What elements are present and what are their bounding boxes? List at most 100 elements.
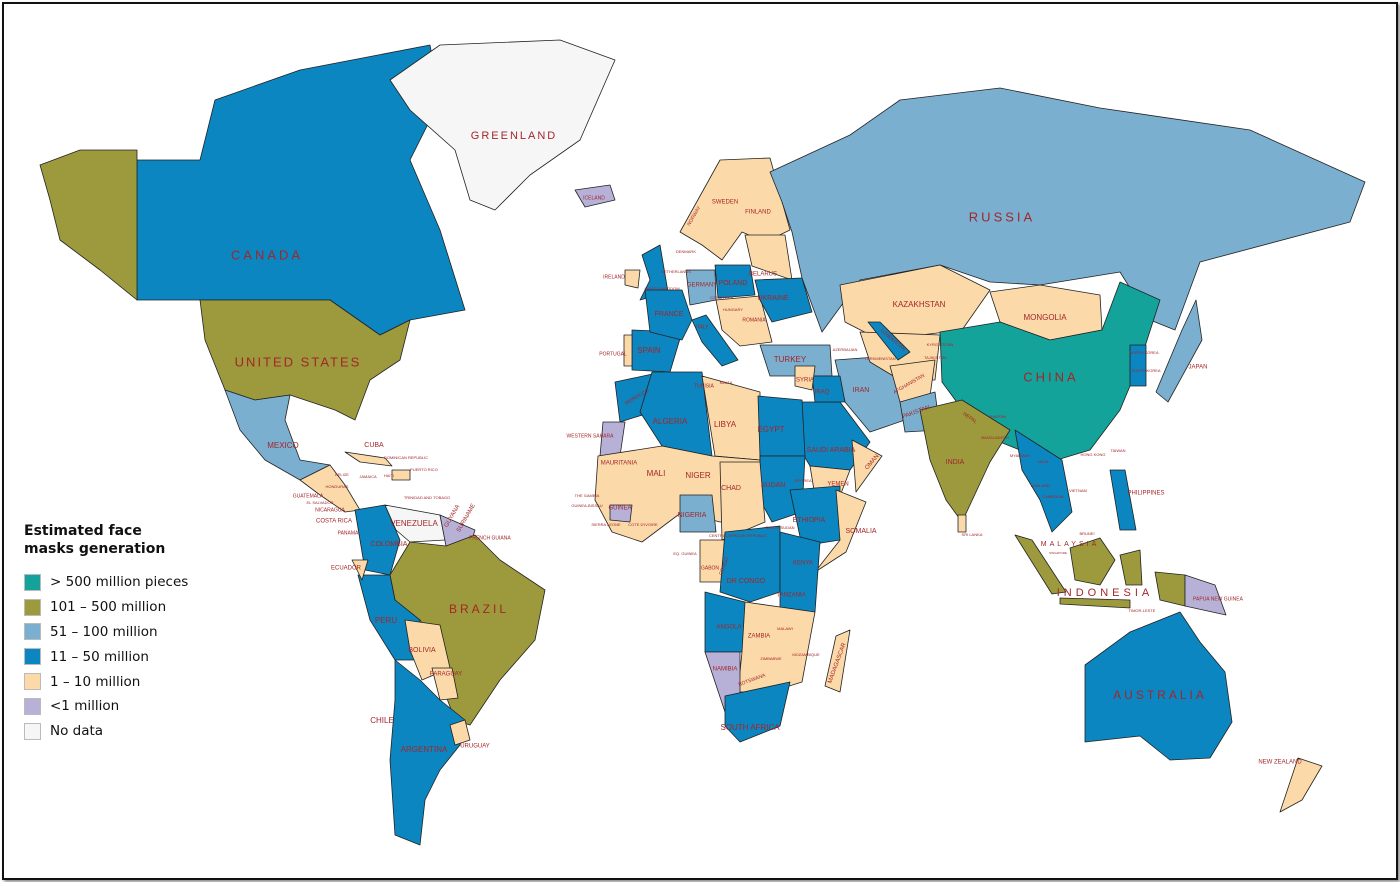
country-label: KAZAKHSTAN xyxy=(893,300,946,309)
country-label: ITALY xyxy=(695,324,709,330)
country-label: PERU xyxy=(375,616,397,625)
country-label: TRINIDAD AND TOBAGO xyxy=(404,495,450,500)
region-west-africa xyxy=(594,445,761,543)
country-label: MONGOLIA xyxy=(1023,313,1067,322)
region-new-zealand xyxy=(1279,757,1323,813)
country-label: POLAND xyxy=(719,280,748,287)
region-papua-new-guinea xyxy=(1184,574,1227,616)
legend-swatch xyxy=(24,623,41,641)
country-label: PAPUA NEW GUINEA xyxy=(1193,596,1244,602)
legend-item: 1 – 10 million xyxy=(24,669,194,694)
region-chile-argentina xyxy=(389,659,466,846)
region-java xyxy=(1059,597,1131,609)
country-label: SINGAPORE xyxy=(1049,551,1067,555)
country-label: NETHERLANDS xyxy=(661,269,691,274)
country-label: SYRIA xyxy=(796,378,814,384)
country-label: IRAN xyxy=(853,387,870,394)
country-label: CAMBODIA xyxy=(1042,494,1064,499)
legend-item: <1 million xyxy=(24,694,194,719)
country-label: EL SALVADOR xyxy=(306,500,333,505)
legend-item: 11 – 50 million xyxy=(24,644,194,669)
country-label: MEXICO xyxy=(267,441,299,450)
legend-item: 101 – 500 million xyxy=(24,595,194,620)
country-label: THE GAMBIA xyxy=(575,493,600,498)
country-label: RUSSIA xyxy=(969,209,1035,224)
country-label: BELIZE xyxy=(335,472,349,477)
country-label: DOMINICAN REPUBLIC xyxy=(384,455,428,460)
country-label: CANADA xyxy=(231,247,303,262)
country-label: TANZANIA xyxy=(776,593,805,599)
region-venezuela xyxy=(384,504,446,543)
region-ukraine xyxy=(754,277,813,323)
region-france xyxy=(644,289,693,341)
country-label: CHINA xyxy=(1023,369,1078,384)
country-label: ANGOLA xyxy=(716,625,741,631)
country-label: CUBA xyxy=(364,442,384,449)
country-label: BELARUS xyxy=(749,272,777,278)
country-label: COSTA RICA xyxy=(316,519,352,525)
country-label: SOUTH KOREA xyxy=(1131,368,1160,373)
legend-item: > 500 million pieces xyxy=(24,570,194,595)
country-label: MALTA xyxy=(720,380,733,385)
country-label: IRELAND xyxy=(603,274,625,280)
country-label: ETHIOPIA xyxy=(793,517,826,524)
country-label: URUGUAY xyxy=(460,744,490,750)
country-label: ZIMBABWE xyxy=(760,656,782,661)
country-label: EGYPT xyxy=(757,425,784,434)
country-label: SWEDEN xyxy=(712,200,738,206)
country-label: CHILE xyxy=(370,716,394,725)
country-label: FINLAND xyxy=(745,210,771,216)
country-label: MOZAMBIQUE xyxy=(792,652,820,657)
country-label: PHILIPPINES xyxy=(1127,491,1164,497)
region-angola xyxy=(704,591,746,653)
legend-item: No data xyxy=(24,719,194,744)
country-label: GERMANY xyxy=(687,283,717,289)
country-label: GREENLAND xyxy=(471,130,557,142)
country-label: DENMARK xyxy=(676,249,696,254)
legend-label: > 500 million pieces xyxy=(50,574,189,591)
region-korea xyxy=(1129,344,1147,387)
country-label: TURKEY xyxy=(774,355,807,364)
region-uzbekistan xyxy=(867,321,911,361)
country-label: COLOMBIA xyxy=(371,541,408,548)
country-label: LAOS xyxy=(1038,459,1049,464)
country-label: PUERTO RICO xyxy=(410,467,438,472)
region-paraguay xyxy=(431,667,459,701)
country-label: GUINEA xyxy=(608,506,631,512)
country-label: YEMEN xyxy=(827,482,848,488)
country-label: ECUADOR xyxy=(331,566,362,572)
country-label: TURKMENISTAN xyxy=(864,356,895,361)
region-madagascar xyxy=(824,629,851,693)
country-label: SAUDI ARABIA xyxy=(807,447,856,454)
country-label: SIERRA LEONE xyxy=(591,522,621,527)
country-label: MAURITANIA xyxy=(601,461,638,467)
region-ecuador xyxy=(351,559,369,581)
region-sulawesi xyxy=(1119,549,1143,586)
legend-title: Estimated face masks generation xyxy=(24,523,166,557)
region-india xyxy=(919,399,1011,523)
country-label: UKRAINE xyxy=(757,295,788,302)
country-label: GUATEMALA xyxy=(293,493,324,499)
legend-swatch xyxy=(24,648,41,666)
region-iraq xyxy=(811,375,846,403)
country-label: BANGLADESH xyxy=(981,435,1008,440)
country-label: DR CONGO xyxy=(727,578,766,585)
country-label: KYRGYZSTAN xyxy=(927,342,954,347)
country-label: WESTERN SAHARA xyxy=(567,433,615,439)
country-label: HUNGARY xyxy=(723,307,743,312)
country-label: ERITREA xyxy=(794,478,812,483)
country-label: NAMIBIA xyxy=(713,667,738,673)
country-label: VENEZUELA xyxy=(390,519,438,528)
region-greenland xyxy=(389,39,616,211)
legend-label: 11 – 50 million xyxy=(50,648,149,665)
country-label: BRUNEI xyxy=(1079,531,1094,536)
region-sumatra xyxy=(1014,534,1067,595)
country-label: SUDAN xyxy=(761,482,786,489)
country-label: INDONESIA xyxy=(1057,587,1154,599)
region-nigeria xyxy=(679,494,717,533)
country-regions xyxy=(39,39,1366,846)
region-new-guinea-west xyxy=(1154,571,1186,607)
country-label: SOUTH SUDAN xyxy=(765,525,794,530)
country-label: EQ. GUINEA xyxy=(673,551,697,556)
